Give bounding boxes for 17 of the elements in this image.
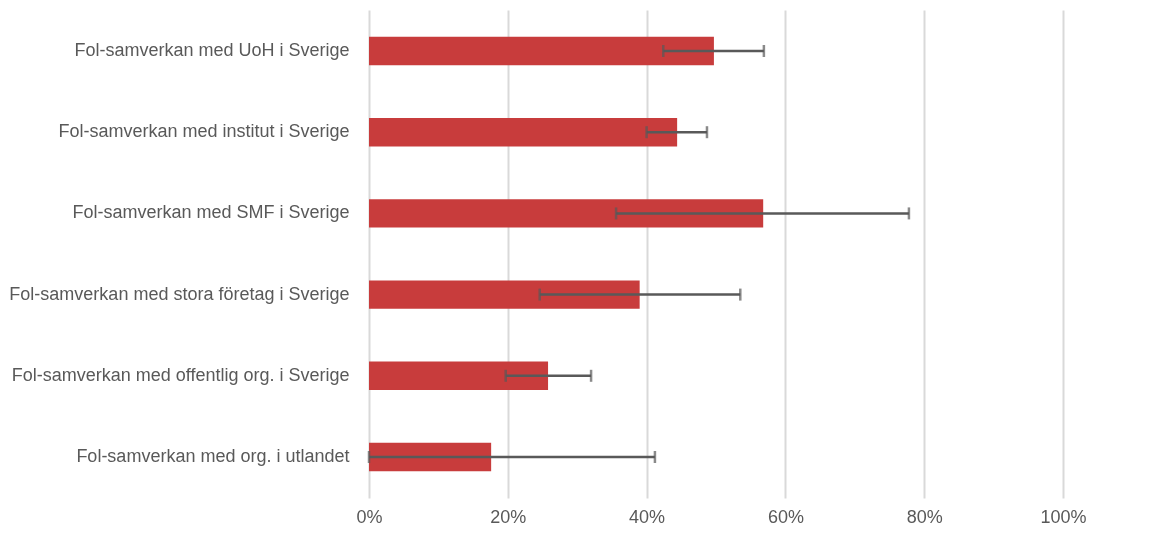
- x-tick-label: 100%: [1040, 506, 1087, 527]
- y-tick-label: Fol-samverkan med stora företag i Sverige: [9, 283, 350, 304]
- x-tick-label: 20%: [490, 506, 527, 527]
- x-tick-label: 0%: [356, 506, 383, 527]
- x-tick-label: 40%: [629, 506, 666, 527]
- bar: [369, 199, 764, 228]
- y-tick-label: Fol-samverkan med SMF i Sverige: [72, 202, 350, 223]
- y-tick-label: Fol-samverkan med institut i Sverige: [58, 121, 350, 142]
- bar: [369, 361, 549, 391]
- x-tick-label: 60%: [767, 506, 804, 527]
- bar: [369, 36, 714, 66]
- bar: [369, 280, 640, 309]
- y-tick-label: Fol-samverkan med UoH i Sverige: [74, 40, 350, 60]
- bar: [369, 117, 678, 147]
- y-tick-label: Fol-samverkan med offentlig org. i Sverige: [11, 364, 350, 385]
- x-tick-label: 80%: [906, 506, 943, 527]
- y-tick-label: Fol-samverkan med org. i utlandet: [76, 445, 350, 466]
